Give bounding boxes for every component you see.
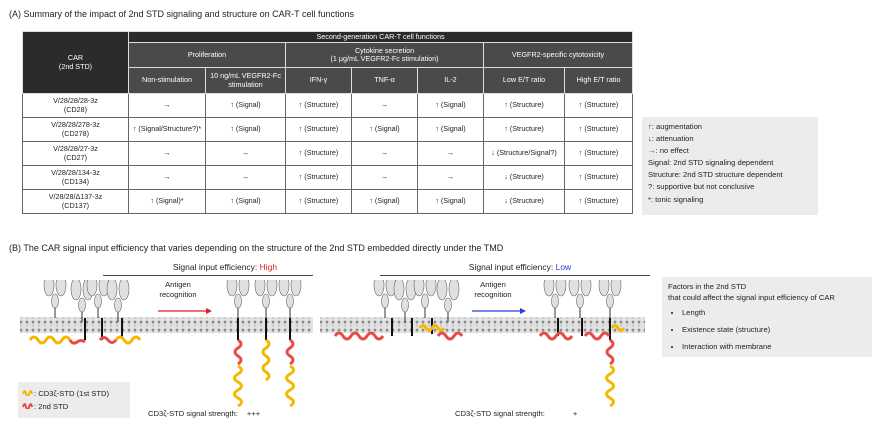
table-cell: ↑ (Signal) — [417, 93, 484, 118]
table-cell: ↑ (Signal) — [205, 117, 286, 142]
col-header: 10 ng/mL VEGFR2-Fc stimulation — [205, 67, 286, 94]
col-header: TNF-α — [351, 67, 418, 94]
table-cell: ↑ (Structure) — [285, 141, 352, 166]
table-cell: → — [128, 141, 206, 166]
section-a-title: (A) Summary of the impact of 2nd STD sig… — [9, 9, 354, 19]
left-arrow-label: Antigen recognition — [159, 280, 197, 299]
left-arrowhead — [206, 308, 212, 314]
table-cell: → — [351, 141, 418, 166]
left-panel-title: Signal input efficiency: High — [172, 262, 278, 272]
left-panel-rule — [103, 275, 313, 276]
table-row: V/28/28/28-3z (CD28) → ↑ (Signal) ↑ (Stru… — [22, 93, 634, 118]
car-cell: V/28/28/28-3z (CD28) — [22, 93, 129, 118]
table-cell: → — [417, 141, 484, 166]
col-header: IL-2 — [417, 67, 484, 94]
table-cell: ↑ (Signal) — [351, 189, 418, 214]
table-cell: ↑ (Structure) — [563, 165, 634, 190]
table-cell: ↓ (Structure) — [483, 165, 565, 190]
car-cell: V/28/28/278-3z (CD278) — [22, 117, 129, 142]
table-cell: → — [128, 93, 206, 118]
car-diagram — [20, 280, 645, 408]
table-cell: → — [205, 165, 286, 190]
cytotoxicity-header: VEGFR2-specific cytotoxicity — [482, 42, 634, 68]
factor-item: Existence state (structure) — [682, 324, 866, 335]
table-cell: ↑ (Structure) — [285, 93, 352, 118]
legend-a-item: Signal: 2nd STD signaling dependent — [648, 158, 774, 168]
table-cell: ↑ (Structure) — [285, 165, 352, 190]
car-cell: V/28/28/134-3z (CD134) — [22, 165, 129, 190]
table-cell: ↑ (Signal) — [351, 117, 418, 142]
table-cell: ↑ (Signal)* — [128, 189, 206, 214]
membrane-right — [320, 317, 645, 333]
right-resting-cars — [333, 280, 464, 341]
table-cell: → — [417, 165, 484, 190]
legend-b: : CD3ζ-STD (1st STD) : 2nd STD — [18, 382, 130, 418]
table-cell: ↑ (Structure) — [563, 93, 634, 118]
legend-b-cd3z: : CD3ζ-STD (1st STD) — [22, 387, 126, 400]
membrane-left — [20, 317, 313, 333]
section-b-title: (B) The CAR signal input efficiency that… — [9, 243, 504, 253]
right-panel-title: Signal input efficiency: Low — [468, 262, 572, 272]
table-cell: ↑ (Structure) — [563, 189, 634, 214]
table-cell: ↓ (Structure/Signal?) — [483, 141, 565, 166]
table-cell: ↑ (Signal) — [417, 117, 484, 142]
table-row: V/28/28/134-3z (CD134) → → ↑ (Structure) … — [22, 165, 634, 190]
right-arrowhead — [520, 308, 526, 314]
cytokine-header: Cytokine secretion (1 μg/mL VEGFR2-Fc sti… — [285, 42, 484, 68]
legend-a-item: →: no effect — [648, 146, 689, 156]
legend-a-item: ↓: attenuation — [648, 134, 694, 144]
legend-a: ↑: augmentation ↓: attenuation →: no eff… — [642, 117, 818, 215]
std2-coil-icon — [22, 403, 33, 411]
left-signal-strength: CD3ζ-STD signal strength: +++ — [148, 409, 261, 418]
cd3z-coil-icon — [22, 390, 33, 398]
table-cell: → — [351, 165, 418, 190]
table-cell: ↑ (Structure) — [563, 117, 634, 142]
factors-title: Factors in the 2nd STD — [668, 282, 747, 291]
left-activated-cars — [226, 280, 302, 408]
legend-a-item: ?: supportive but not conclusive — [648, 182, 755, 192]
legend-a-item: ↑: augmentation — [648, 122, 703, 131]
legend-b-std2: : 2nd STD — [22, 400, 126, 413]
table-row: V/28/28/278-3z (CD278) ↑ (Signal/Structur… — [22, 117, 634, 142]
right-arrow-label: Antigen recognition — [474, 280, 512, 299]
table-cell: ↓ (Structure) — [483, 189, 565, 214]
table-cell: ↑ (Structure) — [563, 141, 634, 166]
legend-a-item: *: tonic signaling — [648, 194, 704, 204]
table-cell: → — [128, 165, 206, 190]
right-activated-cars — [538, 280, 626, 408]
table-cell: ↑ (Signal) — [205, 189, 286, 214]
table-cell: ↑ (Structure) — [285, 189, 352, 214]
table-row: V/28/28/Δ137-3z (CD137) ↑ (Signal)* ↑ (Si… — [22, 189, 634, 214]
table-row: V/28/28/27-3z (CD27) → → ↑ (Structure) → … — [22, 141, 634, 166]
table-cell: ↑ (Structure) — [483, 117, 565, 142]
col-header: Low E/T ratio — [483, 67, 565, 94]
factors-box: Factors in the 2nd STD that could affect… — [662, 277, 872, 357]
car-cell: V/28/28/Δ137-3z (CD137) — [22, 189, 129, 214]
table-cell: → — [205, 141, 286, 166]
table-cell: ↑ (Structure) — [285, 117, 352, 142]
factors-subtitle: that could affect the signal input effic… — [668, 293, 835, 302]
legend-a-item: Structure: 2nd STD structure dependent — [648, 170, 783, 180]
right-panel-rule — [380, 275, 650, 276]
table-cell: ↑ (Structure) — [483, 93, 565, 118]
table-cell: ↑ (Signal) — [417, 189, 484, 214]
table-cell: ↑ (Signal/Structure?)* — [128, 117, 206, 142]
left-resting-cars — [28, 280, 142, 345]
factor-item: Interaction with membrane — [682, 341, 866, 352]
proliferation-header: Proliferation — [128, 42, 286, 68]
table-cell: → — [351, 93, 418, 118]
factor-item: Length — [682, 307, 866, 318]
right-signal-strength: CD3ζ-STD signal strength: + — [455, 409, 578, 418]
summary-table: CAR (2nd STD) Second-generation CAR-T cel… — [22, 31, 634, 214]
car-header: CAR (2nd STD) — [22, 31, 129, 94]
car-cell: V/28/28/27-3z (CD27) — [22, 141, 129, 166]
col-header: IFN-γ — [285, 67, 352, 94]
col-header: High E/T ratio — [563, 67, 634, 94]
col-header: Non-stimulation — [128, 67, 206, 94]
table-cell: ↑ (Signal) — [205, 93, 286, 118]
group-header: Second-generation CAR-T cell functions — [127, 31, 634, 43]
